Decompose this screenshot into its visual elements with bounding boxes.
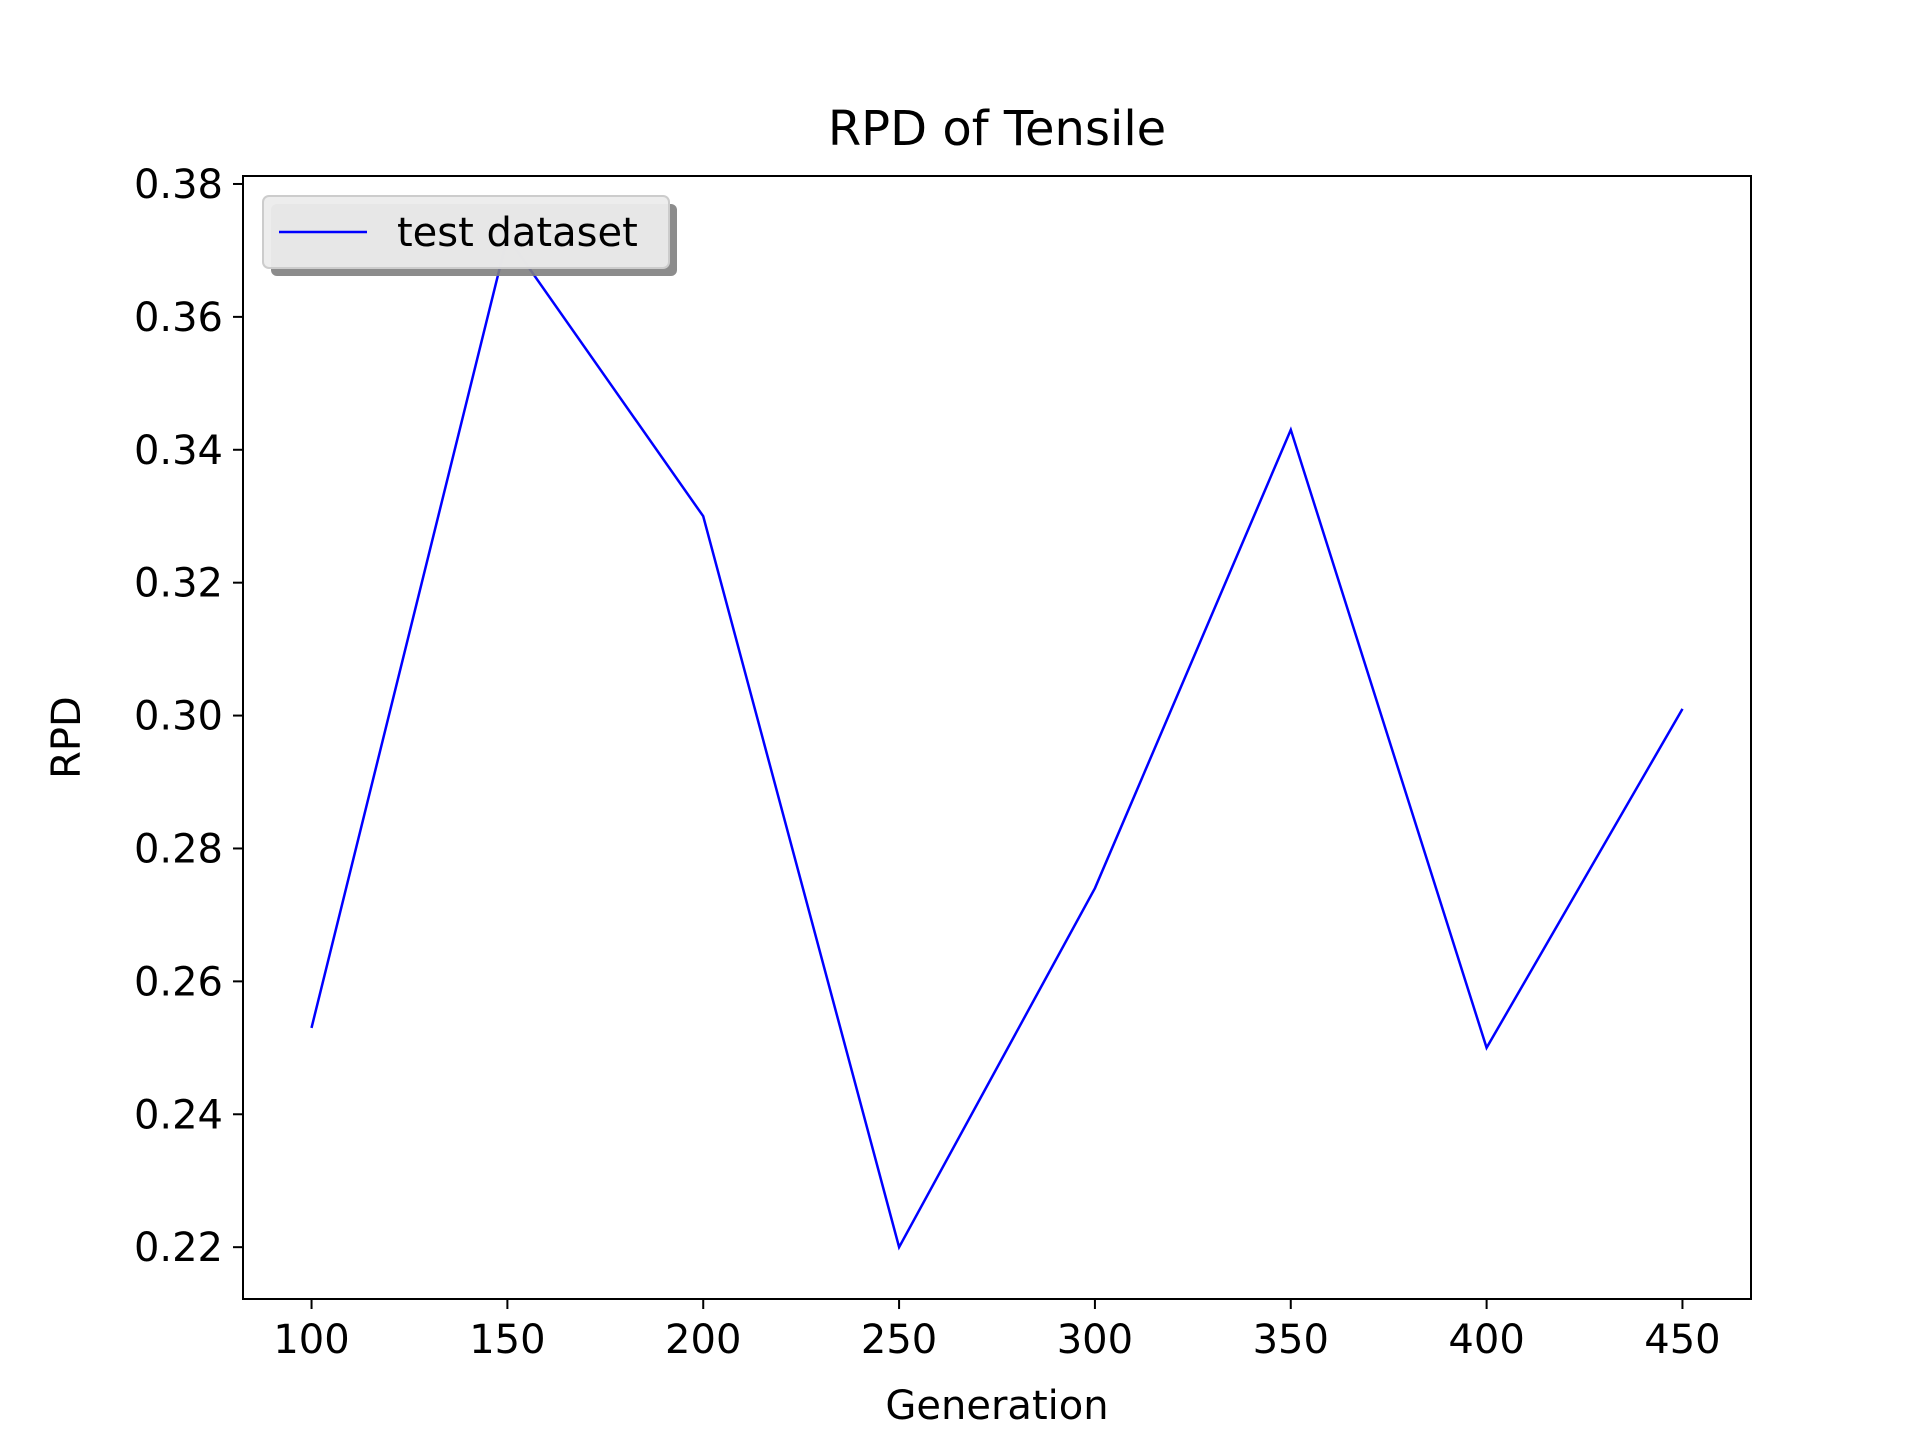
y-tick-label: 0.24 <box>134 1092 223 1138</box>
y-tick-label: 0.38 <box>134 162 223 208</box>
legend-label: test dataset <box>397 210 638 256</box>
x-tick-label: 200 <box>665 1317 741 1363</box>
legend: test dataset <box>262 195 677 276</box>
x-axis-label: Generation <box>885 1383 1108 1429</box>
y-tick-label: 0.36 <box>134 295 223 341</box>
x-tick-label: 450 <box>1644 1317 1720 1363</box>
y-tick-label: 0.32 <box>134 561 223 607</box>
chart-title: RPD of Tensile <box>828 101 1166 157</box>
series-lines <box>310 234 1684 1251</box>
y-tick-label: 0.30 <box>134 694 223 740</box>
x-tick-label: 150 <box>469 1317 545 1363</box>
x-tick-label: 100 <box>273 1317 349 1363</box>
x-tick-label: 250 <box>861 1317 937 1363</box>
legend-box <box>262 195 670 269</box>
series-line-test-dataset <box>310 234 1684 1251</box>
plot-frame <box>242 175 1752 1300</box>
x-tick-label: 350 <box>1253 1317 1329 1363</box>
tick-marks: 100 150 200 250 300 350 400 450 0.22 0.24 0.26 0.28… <box>134 162 1721 1363</box>
y-axis-label: RPD <box>44 696 90 779</box>
x-tick-label: 400 <box>1448 1317 1524 1363</box>
x-tick-label: 300 <box>1057 1317 1133 1363</box>
y-tick-label: 0.22 <box>134 1225 223 1271</box>
y-tick-label: 0.28 <box>134 826 223 872</box>
axes <box>242 175 1752 1300</box>
y-tick-label: 0.26 <box>134 959 223 1005</box>
y-tick-label: 0.34 <box>134 428 223 474</box>
